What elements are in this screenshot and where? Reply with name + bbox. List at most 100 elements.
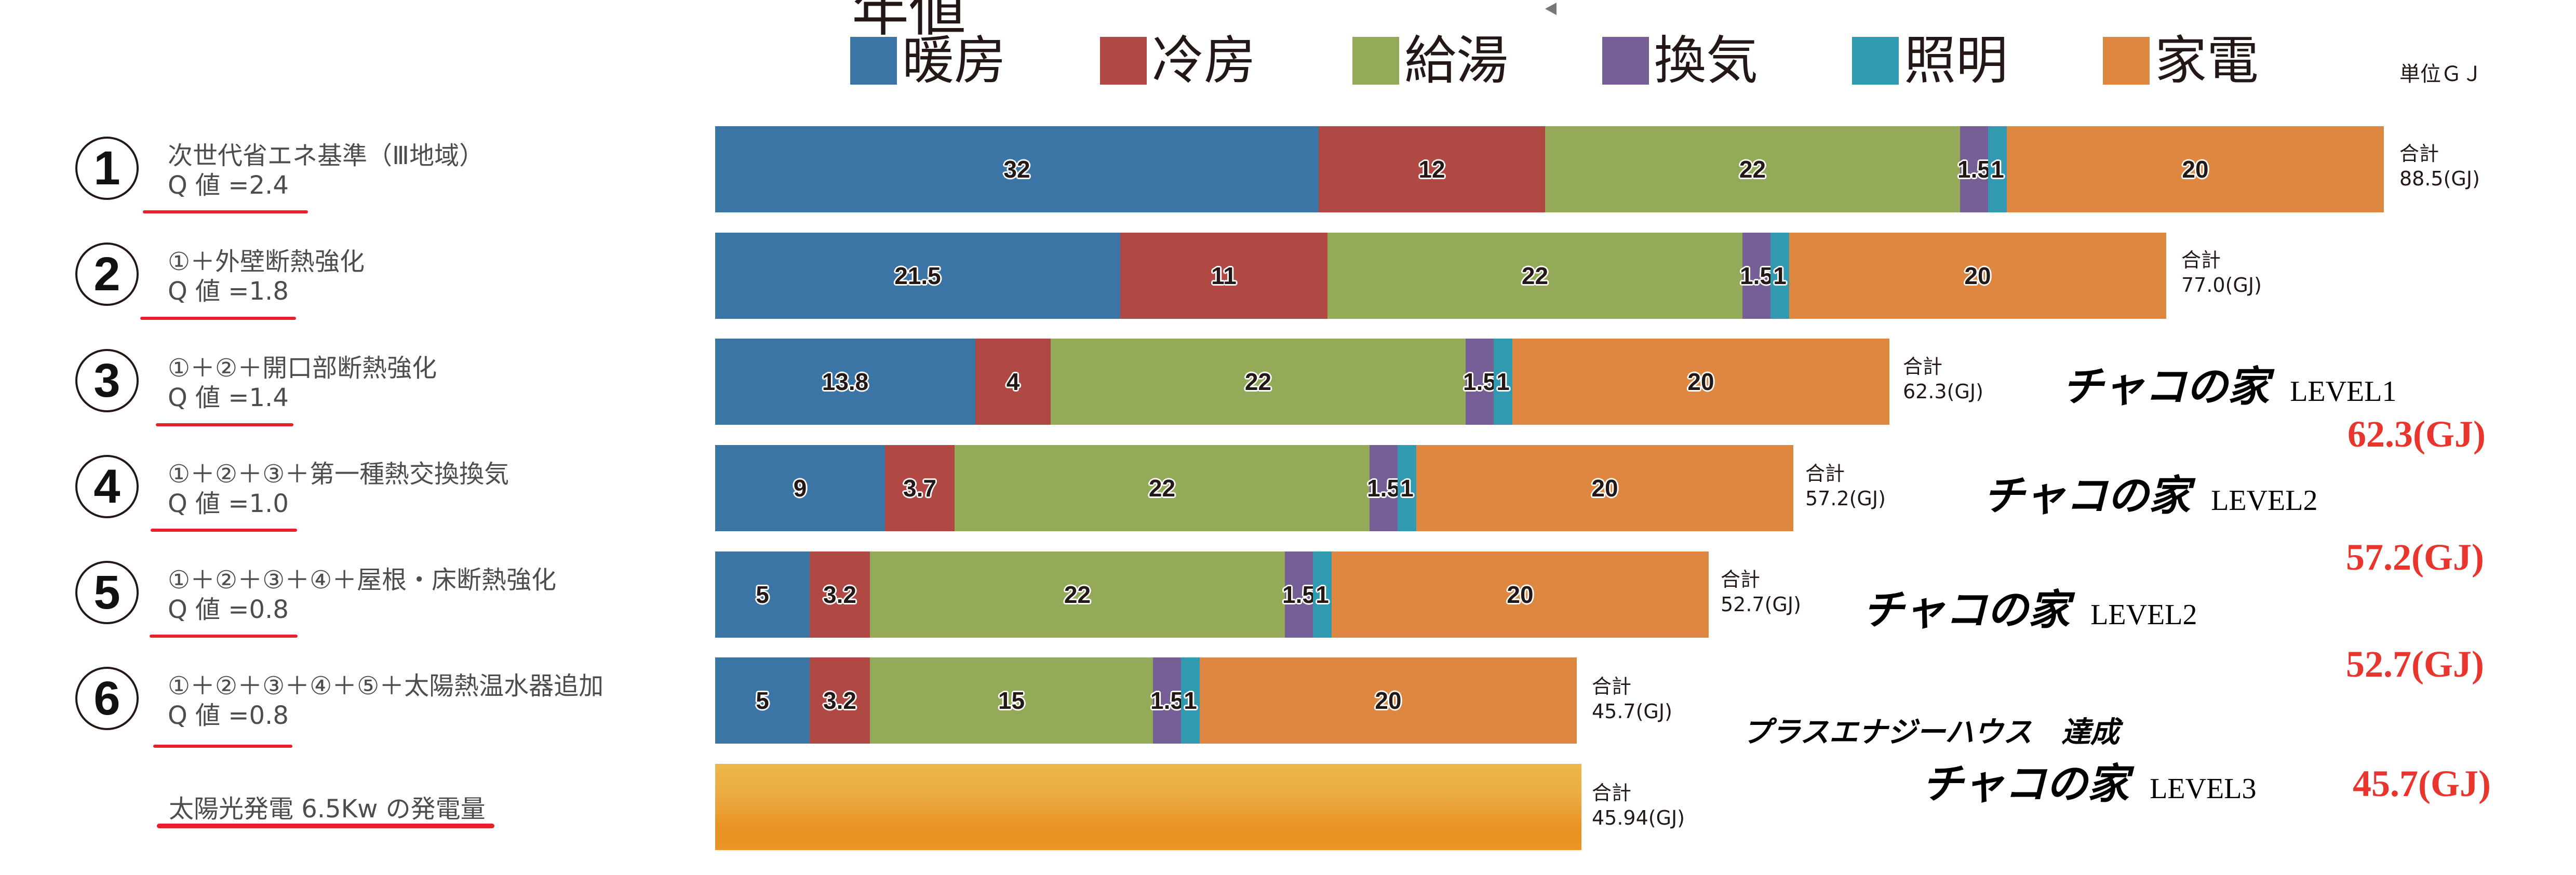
level-label: LEVEL2 bbox=[2211, 484, 2318, 517]
legend-item-cooling: 冷房 bbox=[1100, 32, 1256, 89]
segment-cooling: 3.2 bbox=[810, 551, 870, 638]
row-q-value: Q 値 =1.4 bbox=[168, 383, 289, 412]
segment-ventilation: 1.5 bbox=[1463, 339, 1496, 425]
solar-description: 太陽光発電 6.5Kw の発電量 bbox=[169, 795, 486, 824]
bar-row-3: 13.8 4 22 1.5 1 20 bbox=[715, 339, 1889, 425]
segment-appliances: 20 bbox=[2007, 126, 2384, 212]
total-label: 合計 bbox=[1592, 675, 1632, 698]
total-row-1: 合計 88.5(GJ) bbox=[2399, 141, 2480, 191]
segment-ventilation: 1.5 bbox=[1740, 233, 1773, 319]
row-description: ①＋②＋開口部断熱強化 bbox=[168, 354, 437, 383]
total-row-2: 合計 77.0(GJ) bbox=[2181, 248, 2262, 298]
legend-swatch-icon bbox=[1852, 37, 1899, 85]
circled-number-2: 2 bbox=[75, 243, 139, 306]
circled-number-1: 1 bbox=[75, 137, 139, 200]
row-q-value: Q 値 =1.0 bbox=[168, 489, 289, 518]
row-description: ①＋外壁断熱強化 bbox=[168, 247, 365, 276]
segment-value: 3.7 bbox=[903, 475, 936, 502]
segment-value: 3.2 bbox=[823, 687, 856, 714]
segment-appliances: 20 bbox=[1512, 339, 1889, 425]
segment-appliances: 20 bbox=[1332, 551, 1709, 638]
total-label: 合計 bbox=[1592, 782, 1632, 804]
segment-cooling: 12 bbox=[1319, 126, 1545, 212]
chaco-name: チャコの家 bbox=[1862, 585, 2070, 634]
legend-swatch-icon bbox=[1352, 37, 1399, 85]
unit-label: 単位ＧＪ bbox=[2399, 62, 2483, 86]
total-label: 合計 bbox=[2399, 142, 2439, 165]
segment-hot-water: 22 bbox=[870, 551, 1285, 638]
legend-item-heating: 暖房 bbox=[850, 32, 1006, 89]
segment-ventilation: 1.5 bbox=[1150, 657, 1184, 744]
segment-value: 20 bbox=[1375, 687, 1402, 714]
circled-number-5: 5 bbox=[75, 561, 139, 624]
segment-value: 20 bbox=[1507, 581, 1534, 608]
segment-value: 9 bbox=[793, 475, 807, 502]
segment-cooling: 3.7 bbox=[885, 445, 955, 531]
segment-heating: 5 bbox=[715, 551, 810, 638]
row-description: 次世代省エネ基準（Ⅲ地域） bbox=[168, 141, 485, 170]
segment-value: 22 bbox=[1739, 156, 1766, 183]
segment-value: 22 bbox=[1064, 581, 1091, 608]
red-underline bbox=[143, 210, 308, 213]
level-label: LEVEL2 bbox=[2090, 599, 2197, 631]
triangle-marker-icon bbox=[1545, 3, 1557, 15]
red-total-level2-b: 52.7(GJ) bbox=[2346, 643, 2484, 685]
segment-ventilation: 1.5 bbox=[1282, 551, 1316, 638]
legend-item-lighting: 照明 bbox=[1852, 32, 2008, 89]
row-q-value: Q 値 =2.4 bbox=[168, 171, 289, 200]
segment-value: 1.5 bbox=[1282, 581, 1316, 608]
segment-ventilation: 1.5 bbox=[1367, 445, 1400, 531]
segment-value: 1.5 bbox=[1740, 262, 1773, 289]
row-description: ①＋②＋③＋第一種熱交換換気 bbox=[168, 460, 509, 489]
segment-heating: 32 bbox=[715, 126, 1319, 212]
segment-heating: 13.8 bbox=[715, 339, 975, 425]
level-label: LEVEL3 bbox=[2150, 773, 2257, 805]
bar-row-6: 5 3.2 15 1.5 1 20 bbox=[715, 657, 1577, 744]
circled-number-4: 4 bbox=[75, 455, 139, 518]
segment-value: 21.5 bbox=[894, 262, 941, 289]
total-row-5: 合計 52.7(GJ) bbox=[1721, 567, 1801, 617]
chaco-level2b-label: チャコの家 LEVEL2 bbox=[1862, 576, 2197, 637]
segment-value: 1 bbox=[1400, 475, 1414, 502]
segment-cooling: 11 bbox=[1120, 233, 1327, 319]
total-value: 45.94(GJ) bbox=[1592, 806, 1685, 829]
segment-value: 1 bbox=[1316, 581, 1329, 608]
segment-value: 1.5 bbox=[1367, 475, 1400, 502]
segment-lighting: 1 bbox=[1181, 657, 1200, 744]
segment-appliances: 20 bbox=[1200, 657, 1577, 744]
segment-value: 15 bbox=[998, 687, 1025, 714]
plus-energy-house-label: プラスエナジーハウス 達成 bbox=[1742, 715, 2119, 749]
segment-value: 1.5 bbox=[1463, 368, 1496, 395]
segment-lighting: 1 bbox=[1988, 126, 2007, 212]
segment-value: 1 bbox=[1991, 156, 2004, 183]
legend-label: 暖房 bbox=[902, 30, 1006, 91]
bar-solar-generation bbox=[715, 764, 1581, 850]
segment-value: 32 bbox=[1003, 156, 1030, 183]
legend-item-appliances: 家電 bbox=[2103, 32, 2259, 89]
legend-label: 冷房 bbox=[1152, 30, 1256, 91]
total-label: 合計 bbox=[2181, 249, 2221, 272]
segment-value: 20 bbox=[2182, 156, 2209, 183]
red-total-level1: 62.3(GJ) bbox=[2347, 413, 2486, 455]
circled-number-3: 3 bbox=[75, 349, 139, 412]
chaco-level2-label: チャコの家 LEVEL2 bbox=[1983, 462, 2317, 522]
chaco-level3-label: チャコの家 LEVEL3 bbox=[1922, 750, 2256, 811]
red-underline bbox=[157, 824, 494, 828]
total-value: 62.3(GJ) bbox=[1903, 380, 1983, 403]
segment-value: 3.2 bbox=[823, 581, 856, 608]
segment-value: 4 bbox=[1006, 368, 1020, 395]
legend-label: 給湯 bbox=[1404, 30, 1508, 91]
legend-label: 家電 bbox=[2155, 30, 2259, 91]
segment-value: 22 bbox=[1521, 262, 1549, 289]
segment-value: 13.8 bbox=[822, 368, 869, 395]
segment-heating: 9 bbox=[715, 445, 885, 531]
legend-swatch-icon bbox=[1100, 37, 1147, 85]
segment-cooling: 4 bbox=[975, 339, 1051, 425]
total-row-6: 合計 45.7(GJ) bbox=[1592, 674, 1672, 724]
bar-row-5: 5 3.2 22 1.5 1 20 bbox=[715, 551, 1709, 638]
level-label: LEVEL1 bbox=[2290, 375, 2397, 408]
total-label: 合計 bbox=[1721, 568, 1761, 591]
red-total-level3: 45.7(GJ) bbox=[2353, 763, 2491, 804]
segment-value: 5 bbox=[756, 687, 769, 714]
total-label: 合計 bbox=[1805, 462, 1845, 485]
